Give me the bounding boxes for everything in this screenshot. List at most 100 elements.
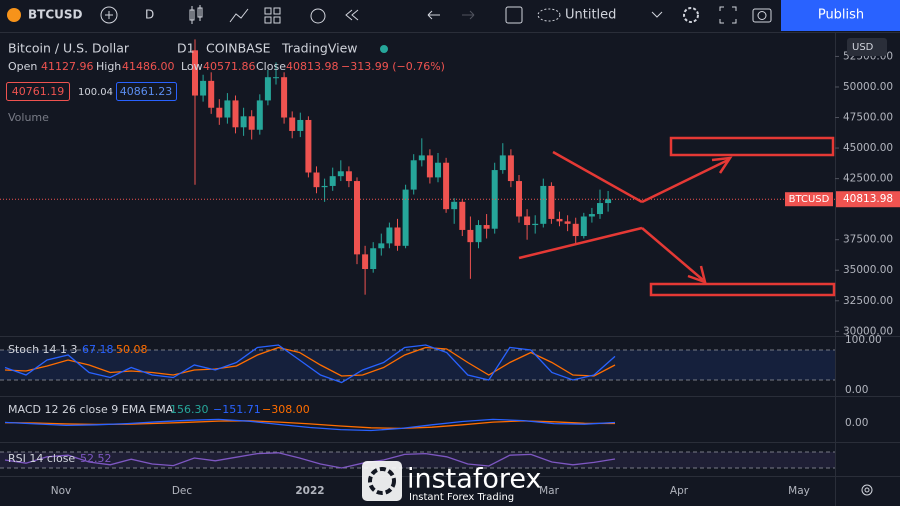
- time-label: Nov: [51, 485, 72, 497]
- indicators-button[interactable]: [229, 8, 249, 23]
- macd-signal: −308.00: [262, 403, 310, 416]
- spread-value: 100.04: [78, 87, 113, 98]
- candle-body: [354, 181, 360, 255]
- candle-body: [475, 225, 482, 243]
- candle-body: [313, 172, 320, 188]
- high-value: 41486.00: [122, 60, 175, 73]
- fullscreen-button[interactable]: [719, 6, 737, 24]
- legend-timeframe: D1: [177, 41, 195, 56]
- low-label: Low: [181, 60, 203, 73]
- publish-button[interactable]: [781, 0, 900, 31]
- high-label: High: [96, 60, 121, 73]
- chart-type[interactable]: [189, 5, 203, 24]
- replay-button[interactable]: [345, 9, 359, 21]
- market-status: [380, 45, 388, 53]
- time-label: May: [788, 485, 810, 497]
- candle-body: [248, 116, 255, 130]
- brand: instaforex: [407, 464, 541, 495]
- price-tick-label: 45000.00: [843, 142, 893, 154]
- redo-button[interactable]: [462, 10, 475, 20]
- stoch-tick-label: 100.00: [845, 334, 882, 346]
- stoch-k-line: [4, 344, 616, 384]
- rsi-line: [4, 452, 616, 469]
- price-tag-symbol: BTCUSD: [789, 194, 830, 205]
- time-axis-settings[interactable]: [861, 484, 873, 496]
- stoch-k: 67.18: [82, 343, 114, 356]
- fullscreen-box[interactable]: [505, 6, 523, 24]
- interval[interactable]: D: [145, 8, 154, 22]
- undo-button[interactable]: [427, 10, 440, 20]
- currency[interactable]: USD: [852, 42, 874, 53]
- buy-box[interactable]: [116, 82, 177, 101]
- candle-body: [443, 162, 450, 210]
- candle-body: [216, 107, 223, 118]
- candle-body: [264, 77, 271, 101]
- plot: 52500.0050000.0047500.0045000.0042500.00…: [0, 39, 893, 469]
- toolbar: [0, 0, 900, 32]
- alert-button[interactable]: [310, 8, 326, 24]
- layout-name[interactable]: Untitled: [565, 8, 616, 23]
- candle-body: [256, 100, 263, 130]
- low-value: 40571.86: [203, 60, 256, 73]
- candle-body: [273, 77, 279, 79]
- macd-hist: 156.30: [170, 403, 209, 416]
- time-label: Apr: [670, 485, 689, 497]
- candle-body: [281, 77, 288, 118]
- rsi-label: RSI 14 close: [8, 452, 75, 465]
- open-label: Open: [8, 60, 37, 73]
- templates-button[interactable]: [264, 7, 281, 24]
- candle-body: [402, 189, 409, 246]
- candle-body: [345, 171, 352, 182]
- price-tag: 40813.98: [843, 193, 893, 205]
- btc-icon: [7, 8, 21, 22]
- candle-body: [370, 248, 377, 270]
- watermark: instaforex Instant Forex Trading: [362, 461, 541, 503]
- publish-label[interactable]: Publish: [818, 8, 864, 23]
- currency-button[interactable]: [847, 38, 887, 56]
- candle-body: [467, 229, 474, 243]
- candle-body: [418, 155, 425, 161]
- candle-body: [386, 227, 393, 244]
- stoch-d: 50.08: [116, 343, 148, 356]
- settings-button[interactable]: [683, 7, 699, 23]
- legend-title: Bitcoin / U.S. Dollar: [8, 41, 130, 56]
- rsi-band: [0, 452, 835, 468]
- candle-body: [572, 223, 579, 237]
- add-symbol[interactable]: [100, 6, 118, 24]
- candle-body: [524, 216, 531, 226]
- stoch-d-line: [4, 346, 616, 377]
- rsi-value: 52.52: [80, 452, 112, 465]
- candle-body: [483, 225, 490, 229]
- candle-body: [192, 50, 198, 96]
- candle-body: [305, 119, 312, 173]
- candle-body: [200, 80, 207, 96]
- symbol[interactable]: BTCUSD: [28, 8, 83, 22]
- open-value: 41127.96: [41, 60, 94, 73]
- sell-box[interactable]: [6, 82, 70, 101]
- volume-label: Volume: [8, 111, 49, 124]
- candle-body: [491, 170, 498, 229]
- close-value: 40813.98: [286, 60, 339, 73]
- price-tick-label: 32500.00: [843, 295, 893, 307]
- candle-body: [435, 162, 441, 178]
- stoch-tick-label: 0.00: [845, 384, 868, 396]
- candle-body: [362, 254, 369, 270]
- ask-value[interactable]: 40861.23: [120, 85, 173, 98]
- stoch-label: Stoch 14 1 3: [8, 343, 78, 356]
- macd-line: [4, 418, 616, 432]
- candle-body: [232, 100, 239, 128]
- bid-value[interactable]: 40761.19: [12, 85, 65, 98]
- candle-body: [556, 218, 563, 222]
- layout-dropdown[interactable]: [651, 11, 663, 18]
- price-tag-symbol-bg: [785, 192, 833, 207]
- price-tick-label: 37500.00: [843, 234, 893, 246]
- candle-body: [580, 216, 587, 237]
- snapshot-button[interactable]: [752, 8, 772, 23]
- candle-body: [564, 221, 571, 224]
- candle-body: [588, 214, 595, 217]
- macd-value: −151.71: [213, 403, 261, 416]
- price-tick-label: 47500.00: [843, 112, 893, 124]
- candle-body: [297, 119, 304, 131]
- candle-body: [329, 176, 336, 186]
